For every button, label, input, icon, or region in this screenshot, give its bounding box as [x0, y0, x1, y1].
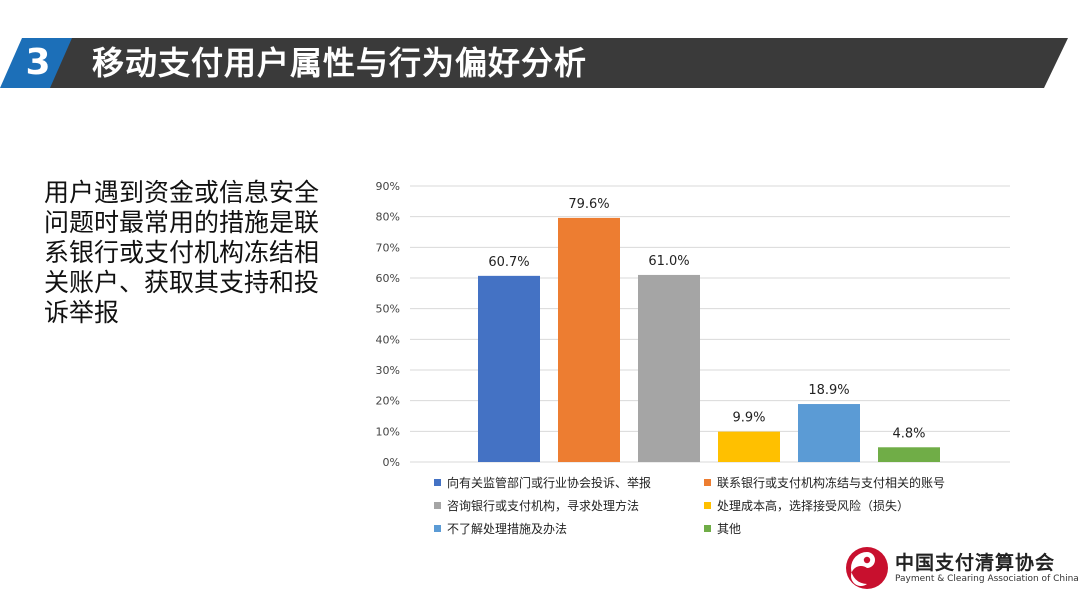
data-label: 18.9%	[808, 383, 849, 398]
legend-swatch	[704, 525, 711, 532]
data-label: 9.9%	[732, 411, 765, 426]
lead-text: 用户遇到资金或信息安全问题时最常用的措施是联系银行或支付机构冻结相关账户、获取其…	[44, 178, 320, 327]
legend-swatch	[704, 479, 711, 486]
slide-title: 移动支付用户属性与行为偏好分析	[92, 44, 588, 82]
legend-item: 向有关监管部门或行业协会投诉、举报	[434, 474, 704, 491]
legend-item: 处理成本高，选择接受风险（损失）	[704, 497, 1004, 514]
y-tick-label: 90%	[376, 180, 400, 193]
brand-name-en: Payment & Clearing Association of China	[895, 574, 1079, 584]
section-number: 3	[25, 42, 51, 83]
legend-label: 联系银行或支付机构冻结与支付相关的账号	[717, 476, 946, 490]
legend-swatch	[434, 502, 441, 509]
bar	[718, 431, 780, 462]
header-bar-shape	[0, 38, 1068, 88]
legend-label: 咨询银行或支付机构，寻求处理方法	[447, 499, 640, 513]
association-logo-icon	[846, 547, 888, 589]
y-tick-label: 20%	[376, 395, 400, 408]
legend-label: 不了解处理措施及办法	[447, 522, 568, 536]
data-label: 61.0%	[648, 254, 689, 269]
legend-item: 咨询银行或支付机构，寻求处理方法	[434, 497, 704, 514]
y-tick-label: 30%	[376, 364, 400, 377]
bar	[878, 447, 940, 462]
bar	[558, 217, 620, 462]
y-tick-label: 10%	[376, 425, 400, 438]
brand-name-cn: 中国支付清算协会	[895, 552, 1056, 574]
legend-label: 向有关监管部门或行业协会投诉、举报	[447, 476, 652, 490]
legend-item: 其他	[704, 520, 1004, 537]
y-tick-label: 40%	[376, 333, 400, 346]
y-tick-label: 60%	[376, 272, 400, 285]
legend-swatch	[704, 502, 711, 509]
legend-item: 联系银行或支付机构冻结与支付相关的账号	[704, 474, 1004, 491]
chart-legend: 向有关监管部门或行业协会投诉、举报 联系银行或支付机构冻结与支付相关的账号咨询银行…	[434, 474, 1054, 537]
legend-label: 其他	[717, 522, 742, 536]
data-label: 4.8%	[892, 426, 925, 441]
y-tick-label: 80%	[376, 211, 400, 224]
bar	[638, 274, 700, 462]
bar	[798, 404, 860, 462]
slide-header: 3 移动支付用户属性与行为偏好分析	[0, 0, 1080, 92]
brand-block: 中国支付清算协会 Payment & Clearing Association …	[845, 546, 1079, 596]
y-tick-label: 0%	[383, 456, 400, 469]
legend-swatch	[434, 479, 441, 486]
bar	[478, 275, 540, 462]
data-label: 79.6%	[568, 197, 609, 212]
legend-swatch	[434, 525, 441, 532]
y-tick-label: 70%	[376, 241, 400, 254]
y-tick-label: 50%	[376, 303, 400, 316]
legend-item: 不了解处理措施及办法	[434, 520, 704, 537]
data-label: 60.7%	[488, 255, 529, 270]
bar-chart: 90% 80% 70% 60% 50% 40% 30% 20% 10% 0% 60.7% 79.6% 6…	[376, 180, 1010, 469]
legend-label: 处理成本高，选择接受风险（损失）	[717, 499, 910, 513]
